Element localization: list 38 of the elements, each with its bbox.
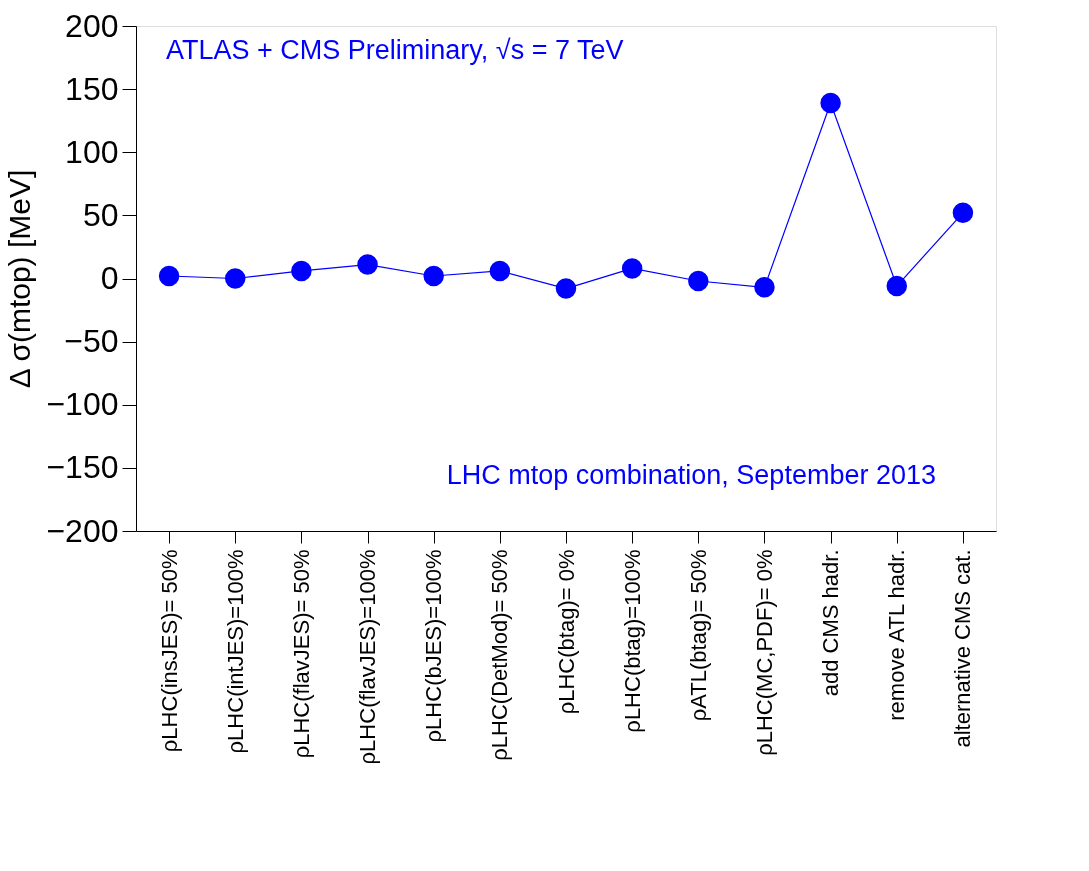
x-tick-label: ρLHC(btag)=100% <box>619 549 645 733</box>
point <box>158 265 180 287</box>
point <box>621 258 643 279</box>
y-tick-label: −100 <box>46 386 119 423</box>
point <box>423 265 444 287</box>
point <box>357 254 378 275</box>
annotation: LHC mtop combination, September 2013 <box>446 460 936 490</box>
y-tick-label: 0 <box>100 260 119 296</box>
y-tick-label: −50 <box>64 323 119 360</box>
y-tick-label: 50 <box>82 196 119 233</box>
y-tick-label: −150 <box>46 449 119 486</box>
x-tick-label: ρLHC(bJES)=100% <box>421 549 447 743</box>
y-tick-label: −200 <box>46 512 119 549</box>
point <box>224 268 246 289</box>
point <box>952 202 974 224</box>
x-tick-label: ρLHC(DetMod)= 50% <box>487 549 513 761</box>
point <box>555 278 577 299</box>
point <box>688 270 709 292</box>
x-tick-label: ρLHC(flavJES)= 50% <box>288 549 314 759</box>
x-tick-label: remove ATL hadr. <box>884 549 910 721</box>
y-tick-label: 200 <box>65 7 119 44</box>
x-tick-label: ρLHC(insJES)= 50% <box>156 549 182 753</box>
x-tick-label: add CMS hadr. <box>818 549 844 697</box>
x-tick-label: ρLHC(btag)= 0% <box>553 549 579 715</box>
point <box>754 277 775 298</box>
x-tick-label: alternative CMS cat. <box>950 549 976 748</box>
point <box>489 260 511 282</box>
y-tick-label: 100 <box>65 133 119 170</box>
y-axis-title: Δ σ(mtop) [MeV] <box>3 169 37 389</box>
x-tick-label: ρLHC(intJES)=100% <box>222 549 248 754</box>
point <box>820 92 841 114</box>
annotation: ATLAS + CMS Preliminary, √s = 7 TeV <box>166 35 624 65</box>
x-tick-label: ρLHC(MC,PDF)= 0% <box>751 549 777 756</box>
x-tick-label: ρATL(btag)= 50% <box>685 549 711 722</box>
y-tick-label: 150 <box>65 70 119 107</box>
point <box>886 275 908 297</box>
x-tick-label: ρLHC(flavJES)=100% <box>355 549 381 765</box>
point <box>291 260 312 282</box>
